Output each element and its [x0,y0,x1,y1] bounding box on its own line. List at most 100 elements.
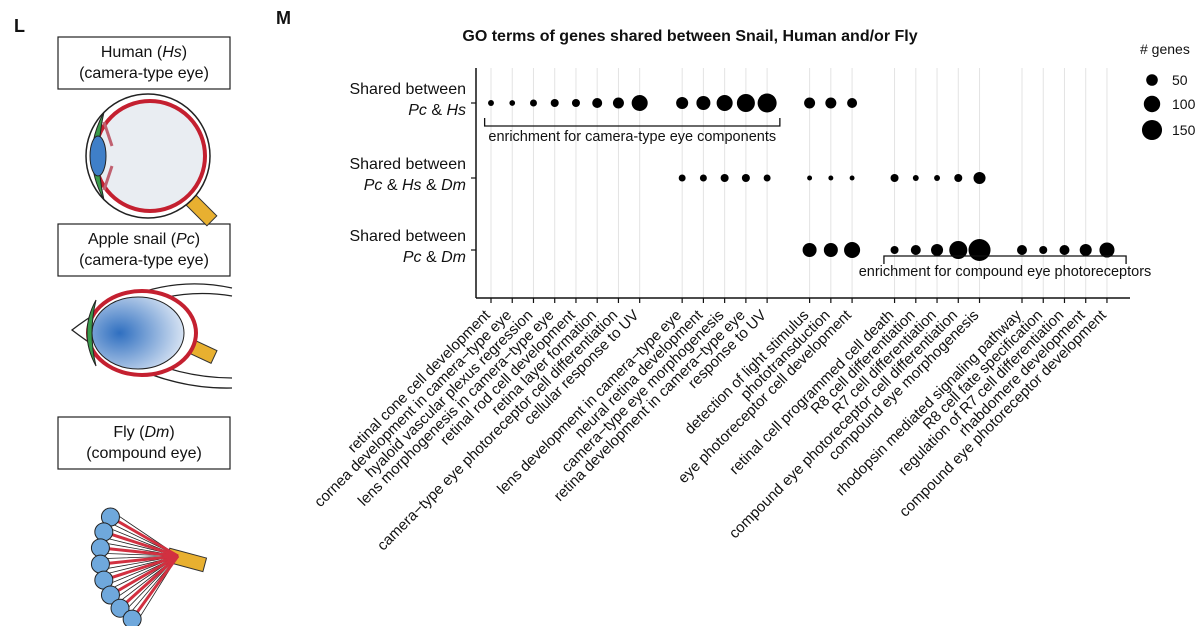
y-label-part: & [382,177,402,194]
dot [530,99,537,107]
y-label-line1: Shared between [349,156,466,173]
rhabdomere [130,555,180,620]
dot [741,173,750,183]
dot [934,175,940,181]
box-subtitle: (camera-type eye) [79,252,209,269]
dot [612,97,624,109]
dot [571,98,580,108]
y-label-line2: Pc & Hs & Dm [364,177,466,194]
human-eye-illustration [85,93,218,227]
box-subtitle: (camera-type eye) [79,65,209,82]
annotation: enrichment for compound eye photorecepto… [859,264,1152,280]
rhabdomere [109,554,179,597]
fly-eye-illustration [90,507,208,626]
dot [954,173,963,183]
chart-title: GO terms of genes shared between Snail, … [462,28,917,45]
bracket [883,255,1127,264]
dot [890,245,899,255]
dot [949,240,968,260]
dot [716,94,733,112]
label-box [57,223,231,277]
label-box [57,36,231,90]
dot [550,98,559,108]
y-label-line1: Shared between [349,81,466,98]
rhabdomere [109,515,179,558]
dot [699,174,707,182]
dot [631,94,648,112]
title-part: ) [169,424,174,441]
rhabdomere [100,546,179,558]
y-label-part: Dm [441,249,466,266]
ommatidium-lens [100,585,120,605]
y-label-part: & [422,249,442,266]
title-part: Hs [162,44,182,61]
dot [973,171,986,185]
dot [1039,245,1048,255]
y-label-part: Pc [408,102,427,119]
rhabdomere [103,554,179,582]
dot [1059,245,1070,255]
skin [70,283,233,389]
dot [720,173,729,183]
box-title: Apple snail (Pc) [88,231,200,248]
dot [1099,242,1115,258]
y-label-part: Hs [402,177,422,194]
legend-label: 150 [1172,122,1196,138]
dot [1017,245,1027,255]
y-label-part: Hs [446,102,466,119]
dot [849,175,855,181]
eye-boxes [57,36,231,470]
y-label-part: Dm [441,177,466,194]
retina [93,99,207,213]
dot [757,93,777,113]
ommatidium-lens [110,598,130,618]
legend-dot [1143,95,1161,113]
dot [509,100,516,106]
box-title: Fly (Dm) [113,424,174,441]
legend-label: 50 [1172,72,1188,88]
y-label-part: Pc [364,177,383,194]
bracket [483,118,781,127]
legend-dot [1146,74,1158,86]
dot [488,100,494,106]
title-part: Apple snail ( [88,231,177,248]
label-box [57,416,231,470]
ommatidium-lens [90,554,110,574]
dot [968,238,991,262]
title-part: ) [182,44,187,61]
dot [823,242,838,258]
dot [931,243,944,257]
box-title: Human (Hs) [101,44,187,61]
annotation: enrichment for camera-type eye component… [488,129,776,145]
title-part: Fly ( [113,424,145,441]
panel-label: L [14,16,25,36]
dot [736,93,755,113]
lens [89,135,107,177]
title-part: Dm [144,424,169,441]
y-label-line2: Pc & Dm [403,249,466,266]
rhabdomere [119,554,180,610]
dot [678,174,686,182]
ommatidium-lens [90,538,110,558]
dot [807,175,813,181]
ommatidium-lens [94,522,114,542]
dot [696,95,711,111]
dot [844,241,861,259]
dot [825,97,837,109]
legend-label: 100 [1172,96,1196,112]
rhabdomere [103,530,179,558]
dot [802,242,817,258]
y-label-line2: Pc & Hs [408,102,466,119]
y-label-part: & [427,102,447,119]
dot [847,98,858,108]
y-label-part: & [422,177,442,194]
dot [763,174,771,182]
panel-label: M [276,8,291,28]
legend-dot [1141,119,1163,141]
title-part: ) [195,231,200,248]
dot [592,98,603,108]
lens [91,296,185,370]
y-label-line1: Shared between [349,228,466,245]
